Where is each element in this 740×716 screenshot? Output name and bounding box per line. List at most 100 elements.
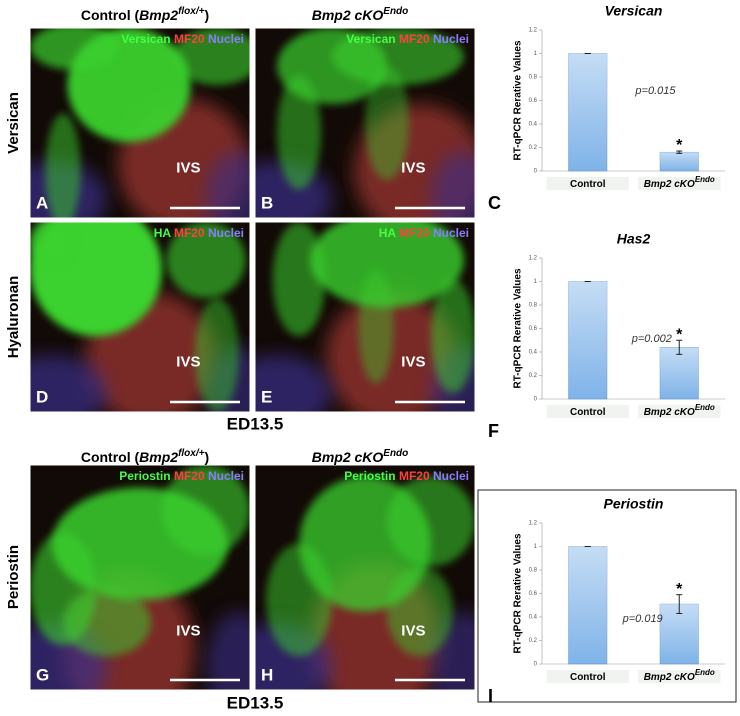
y-tick-label: 0 [534,397,538,403]
p-value: p=0.019 [622,613,663,625]
header-gene: Bmp2 [139,7,178,23]
error-bar [676,339,683,355]
bar-highlight [568,546,607,664]
stain-signal [310,222,464,308]
region-label: IVS [401,622,425,639]
panel-letter: C [488,193,501,213]
nuclei [206,151,250,218]
panel-border [254,221,476,413]
category-box [546,177,629,190]
panel-border [254,464,476,691]
panel-letter: F [488,421,499,441]
y-tick-label: 0.2 [529,145,538,151]
y-axis-label: RT-qPCR Rerative Values [513,533,524,653]
stain-labels: Versican MF20 Nuclei [346,32,469,46]
chart-title: Versican [605,3,663,19]
stain-signal [266,543,332,657]
y-tick-label: 0.2 [529,373,538,379]
significance-mark: * [676,581,683,598]
stage-label: ED13.5 [227,414,284,433]
stain-label: Nuclei [208,226,244,240]
category-box [638,670,721,683]
stain-labels: HA MF20 Nuclei [154,226,244,240]
category-box [638,405,721,418]
column-header: Control (Bmp2flox/+) [81,448,209,465]
stain-signal [332,28,464,85]
stain-signal [30,222,74,264]
stain-label: Versican [346,32,395,46]
y-axis-label: RT-qPCR Rerative Values [513,40,524,160]
column-header: Bmp2 cKOEndo [312,6,409,23]
region-label: IVS [401,354,425,371]
category-name: Bmp2 cKO [644,179,695,190]
header-sup: flox/+ [178,448,205,459]
y-tick-label: 0.6 [529,98,538,104]
nuclei [255,355,332,412]
y-tick-label: 0.4 [529,122,538,128]
nuclei [431,151,475,218]
y-tick-label: 0.4 [529,615,538,621]
panel-letter: G [36,665,49,684]
panel-letter: I [488,686,493,706]
y-tick-label: 0.4 [529,350,538,356]
stain-signal [365,66,409,180]
category-box [546,670,629,683]
header-sup: Endo [383,448,408,459]
y-tick-label: 1 [534,51,538,57]
error-bar [676,150,683,154]
stain-label: Versican [121,32,170,46]
panel-border [29,464,251,691]
chart-title: Periostin [604,496,664,512]
panel-letter: D [36,387,48,406]
panel-border [29,27,251,219]
p-value: p=0.002 [631,333,672,345]
micrograph [255,28,475,218]
category-name: Bmp2 cKO [644,672,695,683]
micrograph [255,465,475,690]
x-tick-label: Control [570,672,606,683]
stain-signal [30,28,118,70]
y-tick-label: 0 [534,169,538,175]
y-tick-label: 0 [534,662,538,668]
panel-border [254,27,476,219]
region-label: IVS [401,160,425,177]
y-tick-label: 1 [534,544,538,550]
stain-label: MF20 [174,32,205,46]
bar-highlight [568,53,607,171]
stain-signal [162,465,250,555]
stain-label: MF20 [399,226,430,240]
header-gene: Bmp2 cKO [312,7,384,23]
column-header: Bmp2 cKOEndo [312,448,409,465]
stain-label: Periostin [344,469,395,483]
stain-signal [195,298,239,412]
y-tick-label: 0.8 [529,75,538,81]
header-text: ) [204,7,209,23]
header-sup: Endo [383,6,408,17]
category-name: Bmp2 cKO [644,407,695,418]
category-superscript: Endo [695,668,715,677]
column-header: Control (Bmp2flox/+) [81,6,209,23]
stain-label: Periostin [119,469,170,483]
category-name: Control [570,672,606,683]
stain-signal [358,269,394,384]
region-label: IVS [176,622,200,639]
row-label: Periostin [5,545,22,609]
significance-mark: * [676,137,683,154]
nuclei [206,611,250,690]
header-sup: flox/+ [178,6,205,17]
stain-label: Nuclei [433,226,469,240]
stain-signal [166,222,246,298]
panel-letter: E [261,387,272,406]
category-name: Control [570,407,606,418]
stage-label: ED13.5 [227,693,284,712]
y-tick-label: 1.2 [529,521,538,527]
bar-highlight [660,347,699,399]
y-tick-label: 0.6 [529,326,538,332]
y-tick-label: 1.2 [529,28,538,34]
stain-label: HA [379,226,397,240]
stain-label: HA [154,226,172,240]
stain-signal [173,28,250,85]
x-tick-label: Bmp2 cKOEndo [644,668,715,683]
row-label: Versican [5,92,22,154]
